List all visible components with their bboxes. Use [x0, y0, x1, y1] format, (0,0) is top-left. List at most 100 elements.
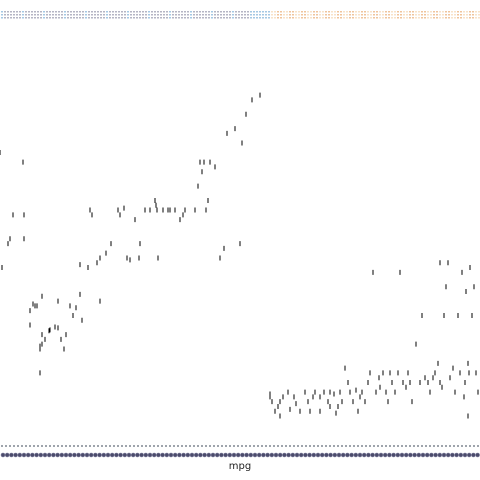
x-rug-dot [97, 445, 99, 447]
x-rug-dot [77, 445, 79, 447]
x-rug-dot [293, 445, 295, 447]
x-tick-marker [172, 452, 178, 458]
x-tick-marker [34, 452, 39, 458]
x-rug-dot [173, 445, 175, 447]
x-tick-marker [370, 452, 375, 458]
x-tick-marker [290, 452, 296, 458]
x-rug-dot [21, 445, 23, 447]
x-rug-dot [69, 445, 71, 447]
x-rug-dot [217, 445, 219, 447]
x-rug-dot [137, 445, 139, 447]
x-rug-dot [465, 445, 467, 447]
x-rug-dot [461, 445, 463, 447]
x-rug-dot [469, 445, 471, 447]
x-tick-marker [424, 452, 430, 458]
x-tick-marker [244, 452, 249, 458]
x-rug-dot [377, 445, 379, 447]
x-rug-dots [1, 445, 479, 447]
x-rug-dot [193, 445, 195, 447]
x-tick-marker [403, 452, 409, 458]
x-rug-dot [305, 445, 307, 447]
x-rug-dot [181, 445, 183, 447]
top-rug-strip [1, 11, 480, 19]
x-tick-marker [235, 452, 241, 458]
x-tick-marker [168, 452, 174, 458]
x-rug-dot [381, 445, 383, 447]
x-tick-marker [9, 452, 14, 458]
x-tick-marker [143, 452, 149, 458]
scatter-points [0, 92, 479, 419]
x-rug-dot [445, 445, 447, 447]
x-rug-dot [197, 445, 199, 447]
x-tick-marker [399, 452, 405, 458]
x-tick-marker [206, 452, 212, 458]
x-rug-dot [109, 445, 111, 447]
x-rug-dot [233, 445, 235, 447]
x-tick-marker [151, 452, 157, 458]
x-rug-dot [369, 445, 371, 447]
x-tick-marker [227, 452, 233, 458]
x-tick-marker [101, 452, 107, 458]
x-tick-marker [231, 452, 237, 458]
x-tick-marker [445, 452, 451, 458]
x-tick-marker [450, 452, 455, 458]
x-tick-marker [471, 452, 476, 458]
x-rug-dot [413, 445, 415, 447]
x-rug-dot [409, 445, 411, 447]
x-tick-marker [353, 452, 359, 458]
x-rug-dot [257, 445, 259, 447]
x-rug-dot [49, 445, 51, 447]
x-rug-dot [353, 445, 355, 447]
x-rug-dot [285, 445, 287, 447]
x-tick-marker [277, 452, 283, 458]
x-tick-marker [135, 452, 140, 458]
x-tick-marker [93, 452, 98, 458]
x-rug-dot [141, 445, 143, 447]
x-rug-dot [37, 445, 39, 447]
x-rug-dot [297, 445, 299, 447]
x-rug-dot [453, 445, 455, 447]
x-rug-dot [317, 445, 319, 447]
x-tick-marker [391, 452, 396, 458]
x-tick-marker [147, 452, 153, 458]
x-rug-dot [269, 445, 271, 447]
x-tick-marker [311, 452, 317, 458]
x-rug-dot [321, 445, 323, 447]
x-rug-dot [449, 445, 451, 447]
x-rug-dot [341, 445, 343, 447]
x-rug-dot [345, 445, 347, 447]
x-tick-marker [261, 452, 266, 458]
x-tick-marker [17, 452, 23, 458]
x-tick-marker [4, 452, 10, 458]
x-tick-marker [122, 452, 128, 458]
x-tick-marker [340, 452, 346, 458]
x-rug-dot [373, 445, 375, 447]
x-rug-dot [5, 445, 7, 447]
x-tick-marker [336, 452, 342, 458]
x-tick-marker [328, 452, 333, 458]
x-tick-marker [130, 452, 136, 458]
x-rug-dot [73, 445, 75, 447]
x-rug-dot [1, 445, 3, 447]
x-rug-dot [93, 445, 95, 447]
x-tick-marker [298, 452, 304, 458]
x-rug-dot [25, 445, 27, 447]
x-tick-marker [185, 452, 191, 458]
x-rug-dot [389, 445, 391, 447]
x-rug-dot [457, 445, 459, 447]
x-tick-marker [303, 452, 308, 458]
x-tick-marker [59, 452, 65, 458]
x-rug-dot [337, 445, 339, 447]
x-tick-marker [416, 452, 422, 458]
x-rug-dot [13, 445, 15, 447]
x-tick-marker [164, 452, 170, 458]
x-tick-marker [382, 452, 388, 458]
x-rug-dot [477, 445, 479, 447]
x-tick-marker [160, 452, 165, 458]
x-rug-dot [349, 445, 351, 447]
x-axis-title: mpg [228, 461, 252, 472]
x-tick-marker [395, 452, 401, 458]
x-tick-marker [46, 452, 52, 458]
x-tick-marker [84, 452, 90, 458]
